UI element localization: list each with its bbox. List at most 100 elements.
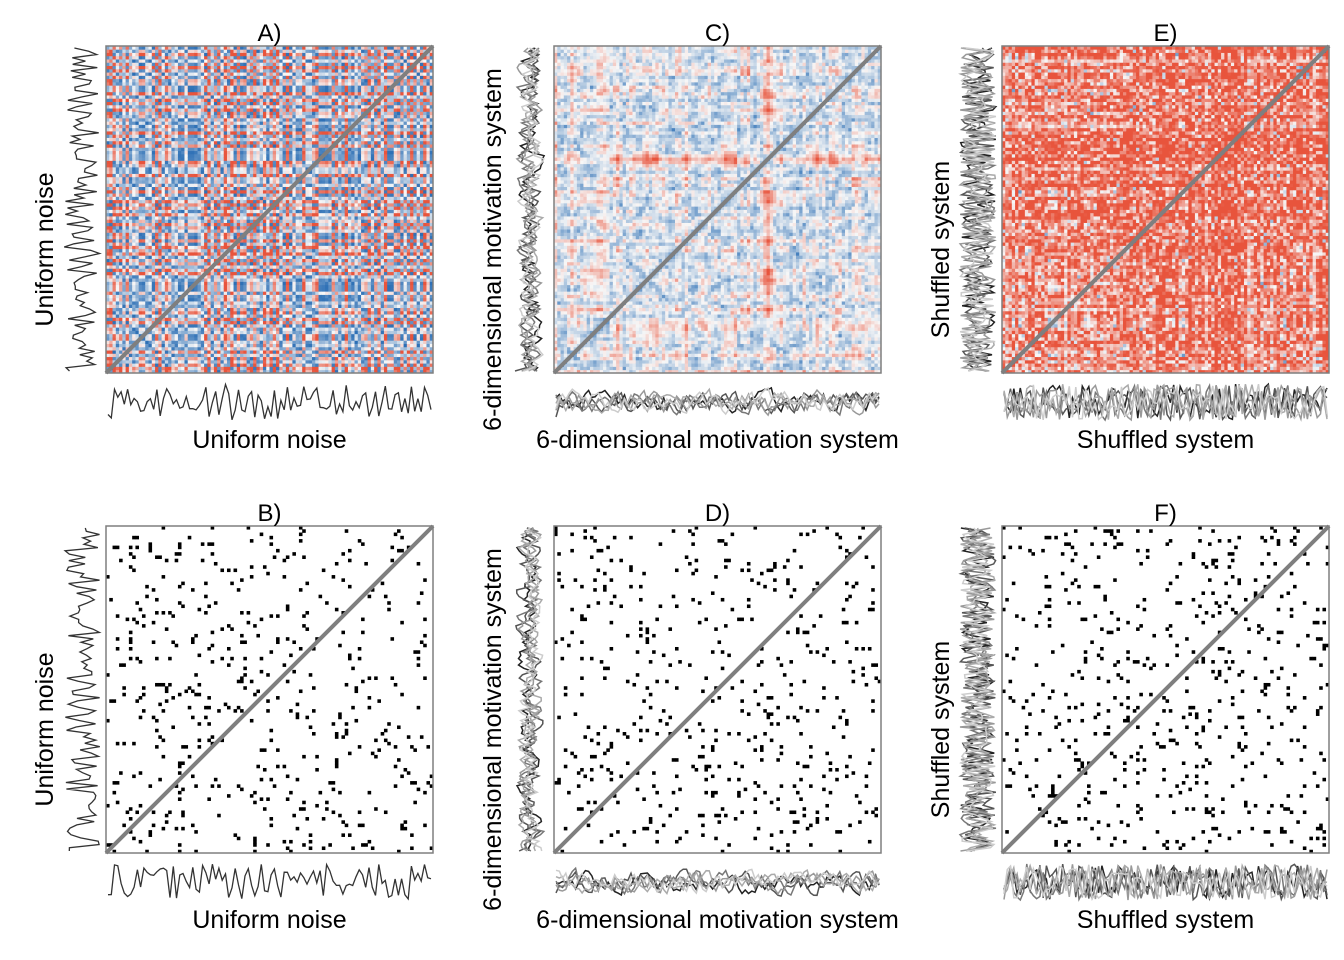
- matrix-cell: [178, 144, 182, 148]
- matrix-cell: [207, 138, 211, 142]
- matrix-cell: [158, 249, 162, 253]
- matrix-cell: [198, 164, 202, 168]
- matrix-cell: [253, 360, 257, 364]
- matrix-cell: [139, 49, 143, 53]
- matrix-cell: [227, 317, 231, 321]
- matrix-cell: [119, 301, 123, 305]
- matrix-cell: [234, 236, 238, 240]
- matrix-cell: [116, 288, 120, 292]
- matrix-cell: [142, 232, 146, 236]
- matrix-cell: [234, 147, 238, 151]
- matrix-cell: [113, 170, 117, 174]
- matrix-cell: [175, 216, 179, 220]
- matrix-cell: [240, 128, 244, 132]
- matrix-cell: [198, 144, 202, 148]
- matrix-cell: [145, 53, 149, 57]
- matrix-cell: [188, 262, 192, 266]
- matrix-cell: [207, 330, 211, 334]
- matrix-cell: [119, 229, 123, 233]
- matrix-cell: [253, 160, 257, 164]
- matrix-cell: [217, 89, 221, 93]
- matrix-cell: [113, 72, 117, 76]
- matrix-cell: [211, 272, 215, 276]
- matrix-cell: [256, 262, 260, 266]
- matrix-cell: [194, 347, 198, 351]
- matrix-cell: [230, 206, 234, 210]
- matrix-cell: [119, 255, 123, 259]
- matrix-cell: [250, 350, 254, 354]
- matrix-cell: [250, 105, 254, 109]
- matrix-cell: [139, 170, 143, 174]
- matrix-cell: [126, 118, 130, 122]
- matrix-cell: [155, 164, 159, 168]
- matrix-cell: [109, 66, 113, 70]
- matrix-cell: [149, 138, 153, 142]
- matrix-cell: [175, 144, 179, 148]
- matrix-cell: [145, 89, 149, 93]
- matrix-cell: [181, 347, 185, 351]
- matrix-cell: [217, 344, 221, 348]
- matrix-cell: [224, 98, 228, 102]
- matrix-cell: [162, 213, 166, 217]
- matrix-cell: [260, 180, 264, 184]
- matrix-cell: [129, 285, 133, 289]
- matrix-cell: [122, 154, 126, 158]
- matrix-cell: [243, 252, 247, 256]
- matrix-cell: [263, 219, 267, 223]
- matrix-cell: [142, 249, 146, 253]
- matrix-cell: [168, 59, 172, 63]
- matrix-cell: [184, 340, 188, 344]
- matrix-cell: [214, 308, 218, 312]
- matrix-cell: [243, 138, 247, 142]
- matrix-cell: [201, 49, 205, 53]
- matrix-cell: [260, 281, 264, 285]
- matrix-cell: [198, 200, 202, 204]
- matrix-cell: [266, 128, 270, 132]
- matrix-cell: [220, 108, 224, 112]
- matrix-cell: [145, 295, 149, 299]
- matrix-cell: [224, 223, 228, 227]
- matrix-cell: [149, 281, 153, 285]
- matrix-cell: [109, 128, 113, 132]
- matrix-cell: [132, 75, 136, 79]
- matrix-cell: [224, 232, 228, 236]
- matrix-cell: [129, 242, 133, 246]
- matrix-cell: [253, 298, 257, 302]
- matrix-cell: [266, 151, 270, 155]
- matrix-cell: [175, 170, 179, 174]
- matrix-cell: [145, 219, 149, 223]
- matrix-cell: [175, 53, 179, 57]
- matrix-cell: [198, 72, 202, 76]
- matrix-cell: [250, 147, 254, 151]
- matrix-cell: [263, 350, 267, 354]
- matrix-cell: [139, 255, 143, 259]
- matrix-cell: [217, 206, 221, 210]
- matrix-cell: [227, 347, 231, 351]
- matrix-cell: [220, 102, 224, 106]
- matrix-cell: [119, 327, 123, 331]
- matrix-cell: [191, 301, 195, 305]
- matrix-cell: [155, 200, 159, 204]
- matrix-cell: [256, 317, 260, 321]
- matrix-cell: [247, 121, 251, 125]
- matrix-cell: [135, 154, 139, 158]
- matrix-cell: [145, 242, 149, 246]
- matrix-cell: [181, 327, 185, 331]
- matrix-cell: [227, 82, 231, 86]
- matrix-cell: [135, 177, 139, 181]
- matrix-cell: [207, 216, 211, 220]
- matrix-cell: [247, 281, 251, 285]
- matrix-cell: [145, 304, 149, 308]
- matrix-cell: [145, 252, 149, 256]
- matrix-cell: [237, 210, 241, 214]
- matrix-cell: [230, 219, 234, 223]
- matrix-cell: [234, 108, 238, 112]
- matrix-cell: [207, 144, 211, 148]
- matrix-cell: [129, 92, 133, 96]
- matrix-cell: [142, 317, 146, 321]
- matrix-cell: [184, 134, 188, 138]
- matrix-cell: [250, 49, 254, 53]
- matrix-cell: [230, 330, 234, 334]
- matrix-cell: [132, 327, 136, 331]
- matrix-cell: [247, 147, 251, 151]
